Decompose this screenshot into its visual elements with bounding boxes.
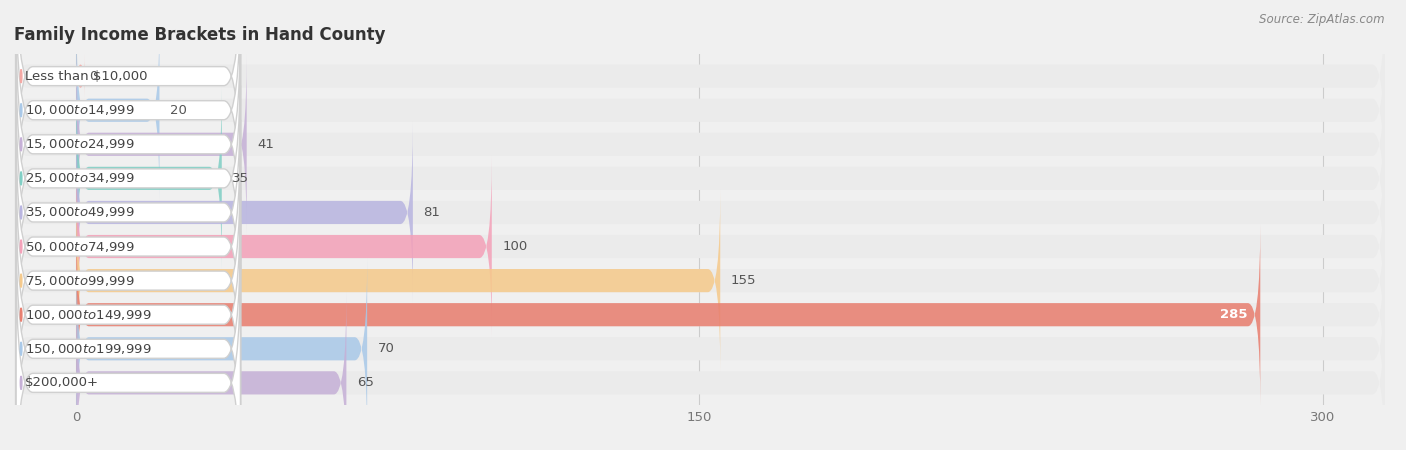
Text: $10,000 to $14,999: $10,000 to $14,999 [25,103,135,117]
Circle shape [20,342,22,356]
FancyBboxPatch shape [76,292,346,450]
FancyBboxPatch shape [76,54,246,235]
FancyBboxPatch shape [76,54,84,99]
FancyBboxPatch shape [15,120,240,374]
Text: 35: 35 [232,172,249,185]
Text: 155: 155 [731,274,756,287]
Text: $50,000 to $74,999: $50,000 to $74,999 [25,239,135,253]
FancyBboxPatch shape [76,88,222,269]
Text: $150,000 to $199,999: $150,000 to $199,999 [25,342,152,356]
Text: Family Income Brackets in Hand County: Family Income Brackets in Hand County [14,26,385,44]
FancyBboxPatch shape [14,54,1385,235]
FancyBboxPatch shape [15,154,240,407]
Text: $75,000 to $99,999: $75,000 to $99,999 [25,274,135,288]
Circle shape [20,308,22,321]
FancyBboxPatch shape [15,86,240,339]
Circle shape [20,172,22,185]
FancyBboxPatch shape [14,0,1385,167]
Circle shape [20,138,22,151]
Text: $100,000 to $149,999: $100,000 to $149,999 [25,308,152,322]
FancyBboxPatch shape [14,190,1385,371]
Text: 81: 81 [423,206,440,219]
FancyBboxPatch shape [14,20,1385,201]
FancyBboxPatch shape [15,188,240,441]
Text: Source: ZipAtlas.com: Source: ZipAtlas.com [1260,14,1385,27]
FancyBboxPatch shape [76,258,367,439]
FancyBboxPatch shape [15,222,240,450]
FancyBboxPatch shape [76,122,413,303]
Text: 100: 100 [502,240,527,253]
FancyBboxPatch shape [14,88,1385,269]
Text: 0: 0 [89,70,97,83]
Text: 20: 20 [170,104,187,117]
Text: 285: 285 [1220,308,1249,321]
Text: 70: 70 [378,342,395,355]
Circle shape [20,240,22,253]
Text: $35,000 to $49,999: $35,000 to $49,999 [25,206,135,220]
FancyBboxPatch shape [14,224,1385,405]
Circle shape [20,376,22,390]
FancyBboxPatch shape [15,0,240,237]
Circle shape [20,206,22,219]
Text: $15,000 to $24,999: $15,000 to $24,999 [25,137,135,151]
FancyBboxPatch shape [15,52,240,305]
Circle shape [20,104,22,117]
FancyBboxPatch shape [76,190,720,371]
FancyBboxPatch shape [76,20,159,201]
FancyBboxPatch shape [15,0,240,203]
FancyBboxPatch shape [14,292,1385,450]
FancyBboxPatch shape [14,122,1385,303]
Text: Less than $10,000: Less than $10,000 [25,70,148,83]
FancyBboxPatch shape [76,156,492,337]
FancyBboxPatch shape [14,258,1385,439]
FancyBboxPatch shape [14,156,1385,337]
Text: 65: 65 [357,376,374,389]
Text: $200,000+: $200,000+ [25,376,100,389]
FancyBboxPatch shape [15,256,240,450]
Text: 41: 41 [257,138,274,151]
FancyBboxPatch shape [15,18,240,271]
Circle shape [20,274,22,287]
Circle shape [20,69,22,83]
Text: $25,000 to $34,999: $25,000 to $34,999 [25,171,135,185]
FancyBboxPatch shape [76,224,1260,405]
